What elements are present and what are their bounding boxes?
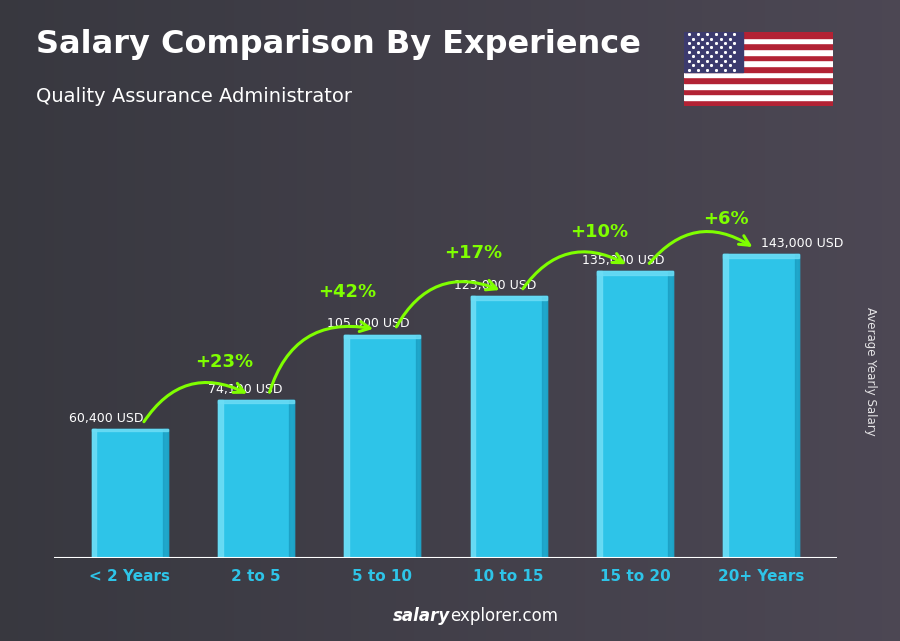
Bar [345,335,349,558]
Bar [684,88,832,94]
Bar [684,32,832,38]
Bar [684,38,832,44]
Bar [684,72,832,78]
Bar [684,44,832,49]
Text: Average Yearly Salary: Average Yearly Salary [865,308,878,436]
Text: explorer.com: explorer.com [450,607,558,625]
Text: 105,000 USD: 105,000 USD [327,317,410,330]
Bar [471,296,546,558]
Bar [542,296,546,558]
Text: +42%: +42% [318,283,376,301]
Text: 74,100 USD: 74,100 USD [208,383,283,396]
Bar [92,429,167,558]
Bar [92,429,167,431]
Bar [684,60,832,66]
Text: salary: salary [392,607,450,625]
Bar [92,429,96,558]
Text: +10%: +10% [571,223,628,241]
Bar [345,335,420,558]
Bar [669,271,673,558]
Bar [684,54,832,60]
Bar [218,400,294,403]
Bar [597,271,601,558]
Bar [597,271,673,275]
Bar [724,254,799,258]
Text: +6%: +6% [703,210,749,228]
Text: Quality Assurance Administrator: Quality Assurance Administrator [36,87,352,106]
Bar [597,271,673,558]
Bar [684,32,743,72]
Bar [684,66,832,72]
Bar [163,429,167,558]
Bar [684,78,832,83]
Bar [218,400,222,558]
Bar [684,83,832,88]
Text: Salary Comparison By Experience: Salary Comparison By Experience [36,29,641,60]
Bar [724,254,728,558]
Text: +17%: +17% [445,244,502,262]
Bar [471,296,475,558]
Bar [724,254,799,558]
Bar [684,94,832,100]
Bar [471,296,546,300]
Text: 123,000 USD: 123,000 USD [454,279,536,292]
Text: 135,000 USD: 135,000 USD [582,254,664,267]
Bar [684,100,832,106]
Text: 143,000 USD: 143,000 USD [761,237,843,249]
Text: 60,400 USD: 60,400 USD [69,412,144,425]
Bar [795,254,799,558]
Text: +23%: +23% [195,353,254,370]
Bar [684,49,832,54]
Bar [416,335,420,558]
Bar [290,400,294,558]
Bar [345,335,420,338]
Bar [218,400,294,558]
